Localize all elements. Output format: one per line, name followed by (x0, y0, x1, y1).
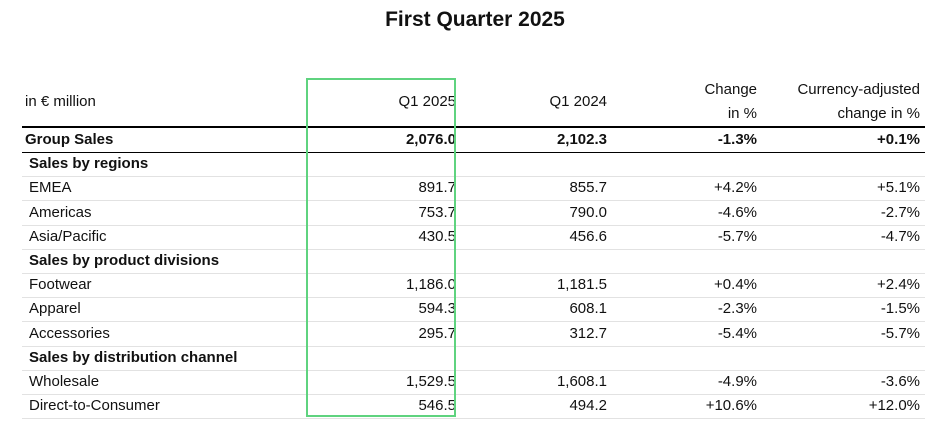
cell: -4.6% (717, 203, 757, 221)
header-cell: Currency-adjusted (797, 81, 920, 98)
cell: 546.5 (418, 397, 456, 415)
cell: -4.7% (880, 227, 920, 245)
row-rule (22, 418, 925, 420)
cell: 1,181.5 (556, 276, 607, 294)
cell: Americas (29, 203, 92, 221)
cell: -2.7% (880, 203, 920, 221)
cell: 1,529.5 (405, 373, 456, 390)
cell: +12.0% (868, 397, 920, 415)
row-rule (22, 394, 925, 395)
cell: 608.1 (569, 300, 607, 318)
header-cell: in € million (25, 93, 96, 110)
cell: +2.4% (877, 276, 920, 294)
header-cell: change in % (837, 105, 920, 122)
row-rule (22, 176, 925, 178)
highlight-box (306, 78, 456, 417)
cell: Group Sales (25, 131, 114, 148)
header-rule (22, 126, 925, 128)
cell: Wholesale (29, 373, 100, 390)
cell: 2,102.3 (556, 131, 607, 148)
cell: 430.5 (418, 227, 456, 245)
cell: Accessories (29, 324, 110, 342)
cell: 456.6 (569, 227, 607, 245)
cell: EMEA (29, 179, 72, 197)
cell: -2.3% (717, 300, 757, 318)
header-cell: Change (704, 81, 757, 98)
row-rule (22, 321, 925, 323)
cell: Direct-to-Consumer (29, 397, 160, 415)
cell: -5.7% (717, 227, 757, 245)
cell: Apparel (29, 300, 81, 318)
cell: 891.7 (418, 179, 456, 197)
cell: +0.4% (714, 276, 757, 294)
cell: -5.4% (717, 324, 757, 342)
cell: -4.9% (717, 373, 757, 390)
cell: 312.7 (569, 324, 607, 342)
cell: +10.6% (705, 397, 757, 415)
section-label: Sales by regions (29, 155, 149, 173)
cell: 2,076.0 (405, 131, 456, 148)
cell: -1.5% (880, 300, 920, 318)
row-rule (22, 297, 925, 299)
section-label: Sales by distribution channel (29, 348, 238, 366)
cell: 594.3 (418, 300, 456, 318)
cell: -5.7% (880, 324, 920, 342)
cell: Asia/Pacific (29, 227, 107, 245)
cell: 295.7 (418, 324, 456, 342)
cell: +4.2% (714, 179, 757, 197)
row-rule (22, 248, 925, 250)
cell: +0.1% (877, 131, 920, 148)
title: First Quarter 2025 (385, 8, 565, 31)
cell: 855.7 (569, 179, 607, 197)
row-rule (22, 369, 925, 371)
cell: 790.0 (569, 203, 607, 221)
row-rule (22, 200, 925, 202)
cell: -3.6% (880, 373, 920, 390)
header-cell: Q1 2024 (549, 93, 607, 110)
cell: +5.1% (877, 179, 920, 197)
cell: -1.3% (717, 131, 757, 148)
row-rule (22, 152, 925, 153)
cell: 753.7 (418, 203, 456, 221)
row-rule (22, 345, 925, 347)
header-cell: Q1 2025 (398, 93, 456, 110)
cell: 1,186.0 (405, 276, 456, 294)
row-rule (22, 273, 925, 274)
row-rule (22, 224, 925, 226)
section-label: Sales by product divisions (29, 252, 220, 269)
cell: 494.2 (569, 397, 607, 415)
header-cell: in % (727, 105, 757, 122)
cell: 1,608.1 (556, 373, 607, 390)
cell: Footwear (29, 276, 92, 294)
